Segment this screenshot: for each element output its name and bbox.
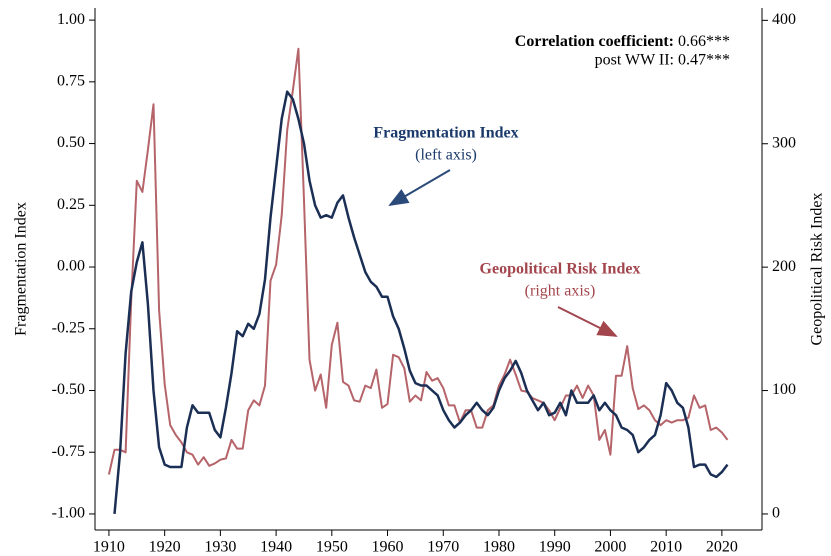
- annotation: post WW II: 0.47***: [595, 52, 730, 69]
- annotation: (left axis): [415, 147, 477, 164]
- y2-axis-label: Geopolitical Risk Index: [809, 193, 826, 346]
- x-tick-label: 2000: [594, 539, 626, 556]
- annotation: Fragmentation Index: [373, 125, 518, 142]
- y-tick-label: 0.00: [57, 258, 85, 275]
- arrow: [557, 306, 618, 337]
- x-tick-label: 1930: [204, 539, 236, 556]
- x-tick-label: 1960: [372, 539, 404, 556]
- y2-tick-label: 400: [772, 11, 796, 28]
- y2-tick-label: 0: [772, 505, 780, 522]
- y-tick-label: -0.75: [52, 443, 85, 460]
- arrow: [388, 169, 451, 207]
- x-tick-label: 1920: [149, 539, 181, 556]
- y2-tick-label: 100: [772, 381, 796, 398]
- annotation: Correlation coefficient: 0.66***: [515, 33, 730, 50]
- y-tick-label: -0.25: [52, 319, 85, 336]
- y2-tick-label: 300: [772, 134, 796, 151]
- y-tick-label: 0.75: [57, 73, 85, 90]
- y-tick-label: 0.50: [57, 134, 85, 151]
- y2-tick-label: 200: [772, 258, 796, 275]
- line-series: [113, 90, 729, 515]
- annotation-bold: Correlation coefficient:: [515, 33, 674, 50]
- y-axis-label: Fragmentation Index: [13, 202, 30, 336]
- annotation-text: 0.66***: [678, 33, 730, 50]
- annotation: (right axis): [525, 283, 596, 300]
- y-tick-label: 0.25: [57, 196, 85, 213]
- x-tick-label: 1910: [93, 539, 125, 556]
- x-tick-label: 1980: [483, 539, 515, 556]
- y-tick-label: 1.00: [57, 11, 85, 28]
- x-tick-label: 1970: [427, 539, 459, 556]
- x-tick-label: 1940: [260, 539, 292, 556]
- annotation: Geopolitical Risk Index: [480, 261, 641, 278]
- x-tick-label: 2010: [650, 539, 682, 556]
- line-series: [107, 47, 729, 475]
- x-tick-label: 2020: [706, 539, 738, 556]
- x-tick-label: 1990: [539, 539, 571, 556]
- x-tick-label: 1950: [316, 539, 348, 556]
- y-tick-label: -1.00: [52, 505, 85, 522]
- y-tick-label: -0.50: [52, 381, 85, 398]
